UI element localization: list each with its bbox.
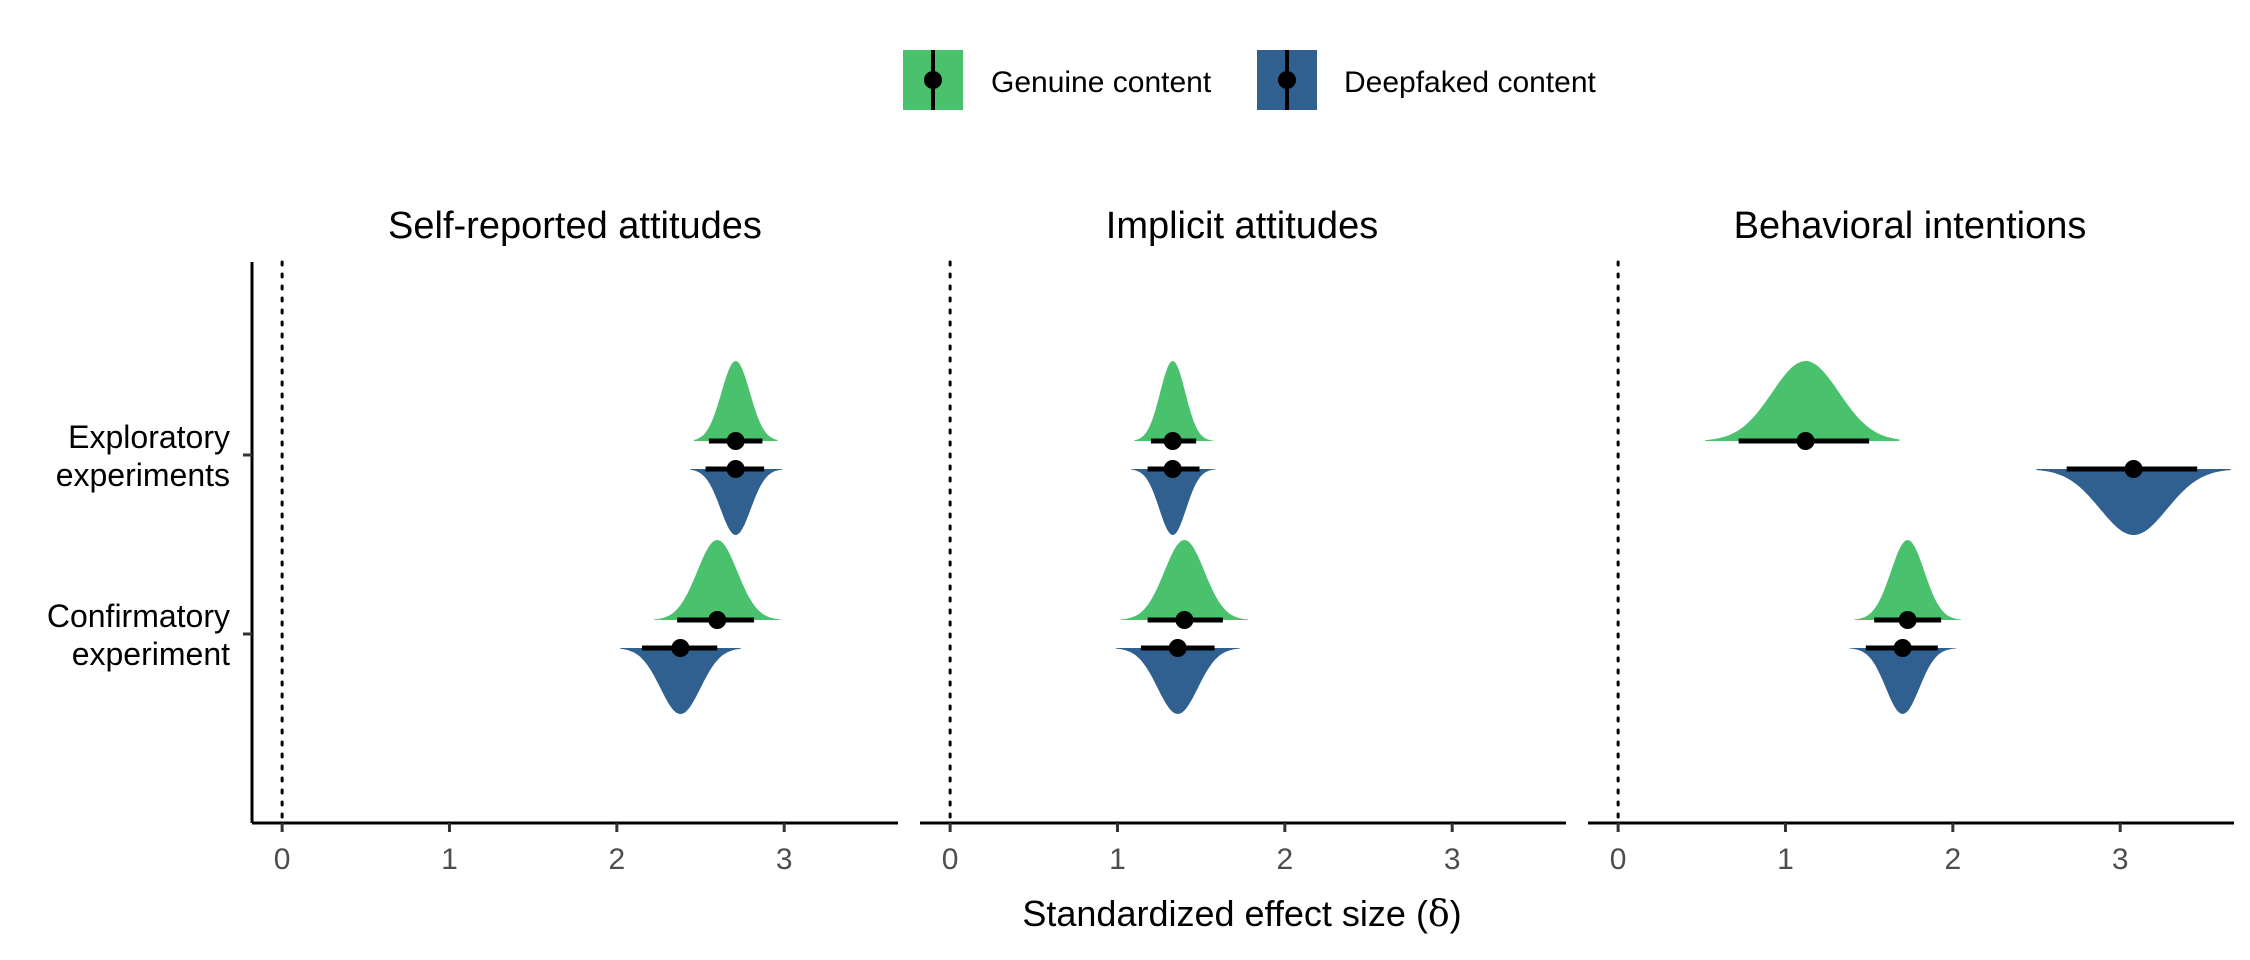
x-tick-label: 2 — [608, 843, 625, 876]
y-label-exploratory-line2: experiments — [56, 457, 230, 493]
point-genuine — [1796, 432, 1815, 450]
panels: 0 1 2 3 0 1 2 3 0 1 2 3 — [252, 260, 2234, 876]
density-genuine — [1134, 361, 1213, 441]
panel-title-behavioral: Behavioral intentions — [1734, 205, 2087, 247]
legend-key-genuine — [903, 50, 963, 110]
point-genuine — [1163, 432, 1182, 450]
point-genuine — [726, 432, 745, 450]
density-genuine — [1854, 540, 1962, 620]
x-tick-label: 2 — [1944, 843, 1961, 876]
x-tick-label: 1 — [441, 843, 458, 876]
x-axis-title-symbol: δ — [1428, 894, 1450, 935]
x-tick-label: 0 — [1610, 843, 1627, 876]
point-deepfaked — [1163, 460, 1182, 478]
legend-label-deepfaked: Deepfaked content — [1344, 66, 1597, 99]
density-deepfaked — [620, 648, 741, 714]
point-deepfaked — [671, 639, 690, 657]
point-genuine — [708, 611, 727, 629]
density-deepfaked — [690, 469, 783, 535]
density-deepfaked — [1849, 648, 1957, 714]
legend: Genuine content Deepfaked content — [903, 50, 1597, 110]
x-axis-title-end: ) — [1450, 893, 1462, 934]
point-deepfaked — [1893, 639, 1912, 657]
x-tick-label: 2 — [1276, 843, 1293, 876]
panel-2: 0 1 2 3 — [1588, 260, 2234, 876]
density-genuine — [693, 361, 778, 441]
density-deepfaked — [2036, 469, 2231, 535]
x-tick-label: 3 — [2112, 843, 2129, 876]
y-label-exploratory-line1: Exploratory — [68, 419, 230, 455]
y-label-confirmatory-line2: experiment — [72, 636, 230, 672]
density-deepfaked — [1130, 469, 1217, 535]
legend-label-genuine: Genuine content — [991, 66, 1212, 99]
density-genuine — [1705, 361, 1900, 441]
density-deepfaked — [1115, 648, 1240, 714]
point-genuine — [1175, 611, 1194, 629]
x-tick-label: 3 — [1444, 843, 1461, 876]
x-tick-label: 1 — [1777, 843, 1794, 876]
density-genuine — [1120, 540, 1248, 620]
panel-0: 0 1 2 3 — [252, 260, 898, 876]
panel-title-self-reported: Self-reported attitudes — [388, 205, 762, 247]
point-deepfaked — [726, 460, 745, 478]
point-genuine — [1898, 611, 1917, 629]
x-tick-label: 3 — [776, 843, 793, 876]
x-tick-label: 1 — [1109, 843, 1126, 876]
x-tick-label: 0 — [274, 843, 291, 876]
panel-title-implicit: Implicit attitudes — [1106, 205, 1378, 247]
point-deepfaked — [2124, 460, 2143, 478]
x-axis-title-text: Standardized effect size ( — [1022, 893, 1428, 934]
panel-1: 0 1 2 3 — [920, 260, 1566, 876]
y-label-confirmatory-line1: Confirmatory — [47, 598, 230, 634]
density-genuine — [653, 540, 781, 620]
legend-key-deepfaked — [1257, 50, 1317, 110]
x-axis-title: Standardized effect size (δ) — [1022, 893, 1461, 935]
x-tick-label: 0 — [942, 843, 959, 876]
point-deepfaked — [1168, 639, 1187, 657]
